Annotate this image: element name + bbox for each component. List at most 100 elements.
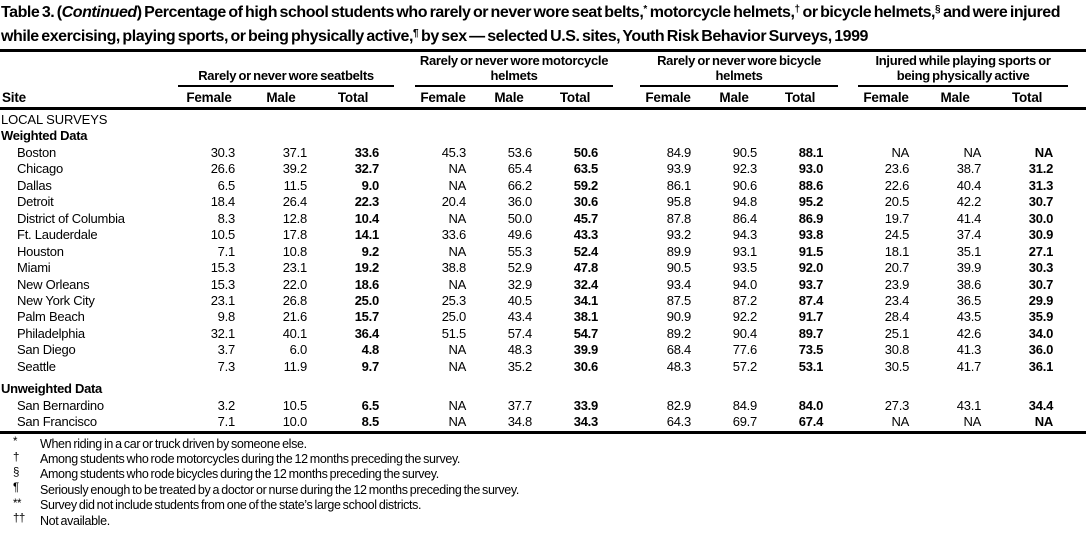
right-margin-cell	[1068, 211, 1086, 227]
right-margin-cell	[1068, 342, 1086, 358]
footnote-text: Not available.	[40, 513, 110, 528]
column-gap-cell	[394, 398, 415, 414]
column-gap-cell	[613, 178, 640, 194]
sub-header-total: Total	[337, 90, 369, 105]
value-cell: 20.4	[441, 194, 467, 210]
total-value-cell: 63.5	[573, 161, 599, 177]
value-cell: 64.3	[666, 414, 692, 430]
group-header-3: Injured while playing sports or being ph…	[858, 53, 1069, 87]
value-cell: 92.2	[732, 309, 758, 325]
total-value-cell: 34.0	[1028, 325, 1054, 341]
value-cell: 3.7	[217, 342, 236, 358]
title-footnote-marker: ¶	[412, 27, 419, 39]
value-cell: 10.5	[282, 397, 308, 413]
value-cell: 40.5	[507, 292, 533, 308]
value-cell: 26.6	[210, 161, 236, 177]
value-cell: 40.1	[282, 325, 308, 341]
column-gap-cell	[394, 342, 415, 358]
value-cell: 38.8	[441, 260, 467, 276]
site-name: Detroit	[17, 194, 54, 210]
value-cell: 40.4	[956, 177, 982, 193]
group-header-label: Rarely or never wore seatbelts	[178, 68, 394, 87]
total-value-cell: 9.7	[361, 358, 380, 374]
column-gap-cell	[838, 414, 858, 432]
column-gap	[838, 54, 858, 109]
value-cell: 8.3	[217, 210, 236, 226]
value-cell: 41.4	[956, 210, 982, 226]
value-cell: 87.8	[666, 210, 692, 226]
value-cell: 77.6	[732, 342, 758, 358]
sub-header-female: Female	[863, 90, 909, 105]
right-margin-cell	[1068, 194, 1086, 210]
footnote-symbol: ¶	[13, 482, 19, 495]
value-cell: 90.5	[666, 260, 692, 276]
group-header-0: Rarely or never wore seatbelts	[178, 54, 394, 87]
header-group-row: Site Rarely or never wore seatbelts Rarely…	[0, 53, 1086, 105]
value-cell: 23.4	[884, 292, 910, 308]
value-cell: 37.1	[282, 144, 308, 160]
total-value-cell: 30.6	[573, 358, 599, 374]
total-value-cell: 25.0	[354, 292, 380, 308]
total-value-cell: 9.2	[361, 243, 380, 259]
total-value-cell: 10.4	[354, 210, 380, 226]
value-cell: 33.6	[441, 227, 467, 243]
total-value-cell: 30.6	[573, 194, 599, 210]
column-gap-cell	[394, 244, 415, 260]
column-gap-cell	[613, 145, 640, 161]
right-margin-cell	[1068, 277, 1086, 293]
column-gap-cell	[838, 359, 858, 375]
column-gap-cell	[838, 194, 858, 210]
table-row: Miami 15.3 23.1 19.2 38.8 52.9 47.8 90.5 93.5 92.…	[0, 260, 1086, 276]
column-gap-cell	[394, 178, 415, 194]
value-cell: 48.3	[666, 358, 692, 374]
total-value-cell: 33.9	[573, 397, 599, 413]
value-cell: 32.1	[210, 325, 236, 341]
column-gap-cell	[613, 342, 640, 358]
site-name: Dallas	[17, 177, 52, 193]
value-cell: 69.7	[732, 414, 758, 430]
total-value-cell: NA	[1034, 414, 1054, 430]
sub-header-female: Female	[645, 90, 691, 105]
total-value-cell: 95.2	[798, 194, 824, 210]
value-cell: 18.1	[884, 243, 910, 259]
table-row: San Bernardino 3.2 10.5 6.5 NA 37.7 33.9 82.9 84…	[0, 398, 1086, 414]
value-cell: 82.9	[666, 397, 692, 413]
total-value-cell: 59.2	[573, 177, 599, 193]
title-text-segment: Table 3. (	[1, 4, 62, 21]
total-value-cell: 33.6	[354, 144, 380, 160]
site-name: District of Columbia	[17, 210, 125, 226]
column-gap-cell	[613, 309, 640, 325]
total-value-cell: 52.4	[573, 243, 599, 259]
value-cell: 10.8	[282, 243, 308, 259]
value-cell: NA	[891, 414, 910, 430]
value-cell: 90.6	[732, 177, 758, 193]
right-margin-cell	[1068, 398, 1086, 414]
footnote-line: ¶ Seriously enough to be treated by a doc…	[0, 482, 1086, 498]
value-cell: NA	[448, 397, 466, 413]
total-value-cell: 32.4	[573, 276, 599, 292]
column-gap-cell	[838, 293, 858, 309]
total-value-cell: 36.0	[1028, 342, 1054, 358]
value-cell: 65.4	[507, 161, 533, 177]
value-cell: 25.1	[884, 325, 910, 341]
value-cell: 7.1	[217, 243, 236, 259]
total-value-cell: 34.4	[1028, 397, 1054, 413]
value-cell: 3.2	[217, 397, 236, 413]
column-gap-cell	[838, 260, 858, 276]
total-value-cell: 30.7	[1028, 276, 1054, 292]
column-gap-cell	[613, 398, 640, 414]
sub-header-male: Male	[940, 90, 970, 105]
total-value-cell: 50.6	[573, 144, 599, 160]
value-cell: 45.3	[441, 144, 467, 160]
table-row: Ft. Lauderdale 10.5 17.8 14.1 33.6 49.6 43.3 93…	[0, 227, 1086, 243]
title-footnote-marker: §	[935, 4, 941, 15]
value-cell: 87.2	[732, 292, 758, 308]
value-cell: 93.5	[732, 260, 758, 276]
value-cell: 94.3	[732, 227, 758, 243]
table-row: New York City 23.1 26.8 25.0 25.3 40.5 34.1 87.…	[0, 293, 1086, 309]
value-cell: 26.4	[282, 194, 308, 210]
site-name: Ft. Lauderdale	[17, 227, 98, 243]
total-value-cell: 30.9	[1028, 227, 1054, 243]
value-cell: 36.5	[956, 292, 982, 308]
total-value-cell: 54.7	[573, 325, 599, 341]
